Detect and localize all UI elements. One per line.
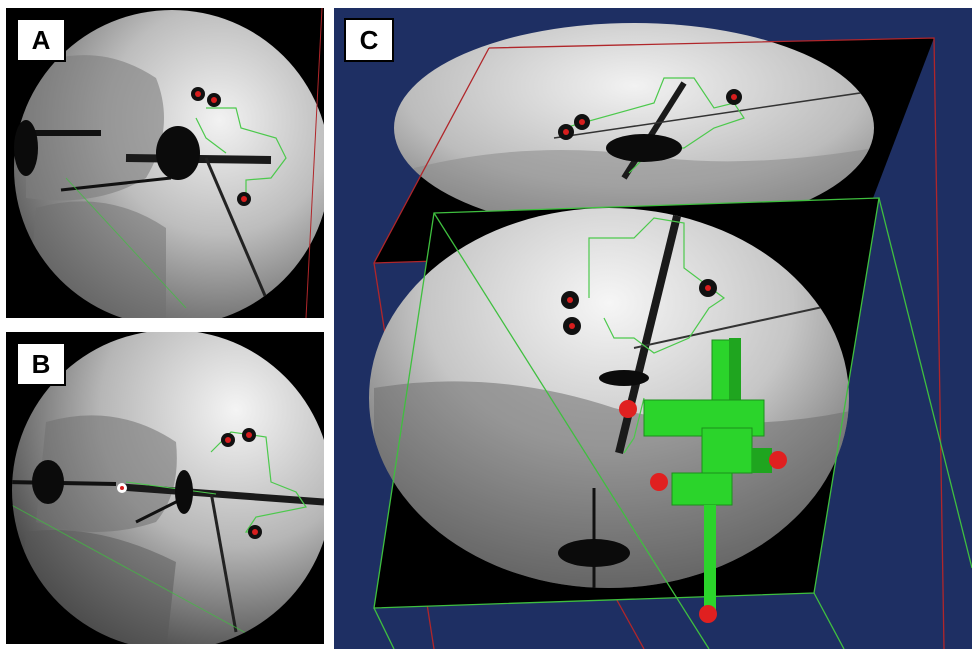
projection-line — [65, 177, 187, 309]
contour-lower — [588, 217, 726, 354]
3d-scene — [369, 23, 972, 649]
probe-shaft-upper — [621, 81, 687, 180]
projection-line — [12, 501, 267, 644]
frame-green-edge — [813, 592, 845, 649]
panel-label-a: A — [16, 18, 66, 62]
fluoroscopy-image-b — [12, 332, 324, 644]
pin-clamp — [14, 120, 38, 176]
guide-wire-upper — [553, 87, 874, 139]
contour-lower-tip — [623, 397, 645, 454]
instrument-top-arm-side — [729, 338, 741, 418]
probe-disc-upper — [606, 134, 682, 162]
sphere-marker-2 — [769, 451, 787, 469]
sphere-marker-3 — [650, 473, 668, 491]
frame-edge — [305, 8, 323, 318]
instrument-body-side — [752, 448, 772, 473]
guide-wire — [204, 157, 268, 299]
marker-a1-core — [195, 91, 201, 97]
panel-label-b: B — [16, 342, 66, 386]
frame-green-right — [878, 197, 972, 569]
tracked-instrument — [643, 338, 772, 615]
sphere-marker-4 — [699, 605, 717, 623]
tripod-bottom — [558, 539, 630, 567]
marker-c3-core — [731, 94, 737, 100]
marker-c4-core — [567, 297, 573, 303]
instrument-body — [701, 427, 753, 474]
marker-a3-core — [241, 196, 247, 202]
contour-outline — [206, 107, 287, 198]
sphere-marker-1 — [619, 400, 637, 418]
marker-b1-core — [225, 437, 231, 443]
marker-c1-core — [563, 129, 569, 135]
marker-a2-core — [211, 97, 217, 103]
contour-segment — [195, 117, 227, 154]
marker-c6-core — [705, 285, 711, 291]
tripod-top — [599, 370, 649, 386]
panel-label-c: C — [344, 18, 394, 62]
frame-green-diag — [433, 212, 710, 649]
instrument-lower-block — [671, 472, 733, 506]
contour-segment — [125, 481, 217, 495]
guide-wire — [209, 491, 238, 633]
instrument-stem — [704, 505, 716, 615]
bone-shadow — [26, 55, 164, 201]
probe-disc — [175, 470, 193, 514]
probe-tip-core — [120, 486, 124, 490]
marker-b3-core — [252, 529, 258, 535]
frame-green-corner — [373, 607, 395, 649]
probe-shaft — [120, 483, 324, 506]
fluoroscopy-panel-b: B — [6, 332, 324, 644]
fluoroscopy-image-a — [14, 8, 324, 318]
marker-c2-core — [579, 119, 585, 125]
marker-c5-core — [569, 323, 575, 329]
pin-lower — [60, 176, 172, 192]
probe-disc — [156, 126, 200, 180]
bone-shadow-lower — [26, 201, 166, 318]
bone-shadow — [36, 415, 177, 532]
3d-scene-panel-c: C — [334, 8, 972, 649]
fluoroscopy-panel-a: A — [6, 8, 324, 318]
marker-b2-core — [246, 432, 252, 438]
pin-clamp — [32, 460, 64, 504]
